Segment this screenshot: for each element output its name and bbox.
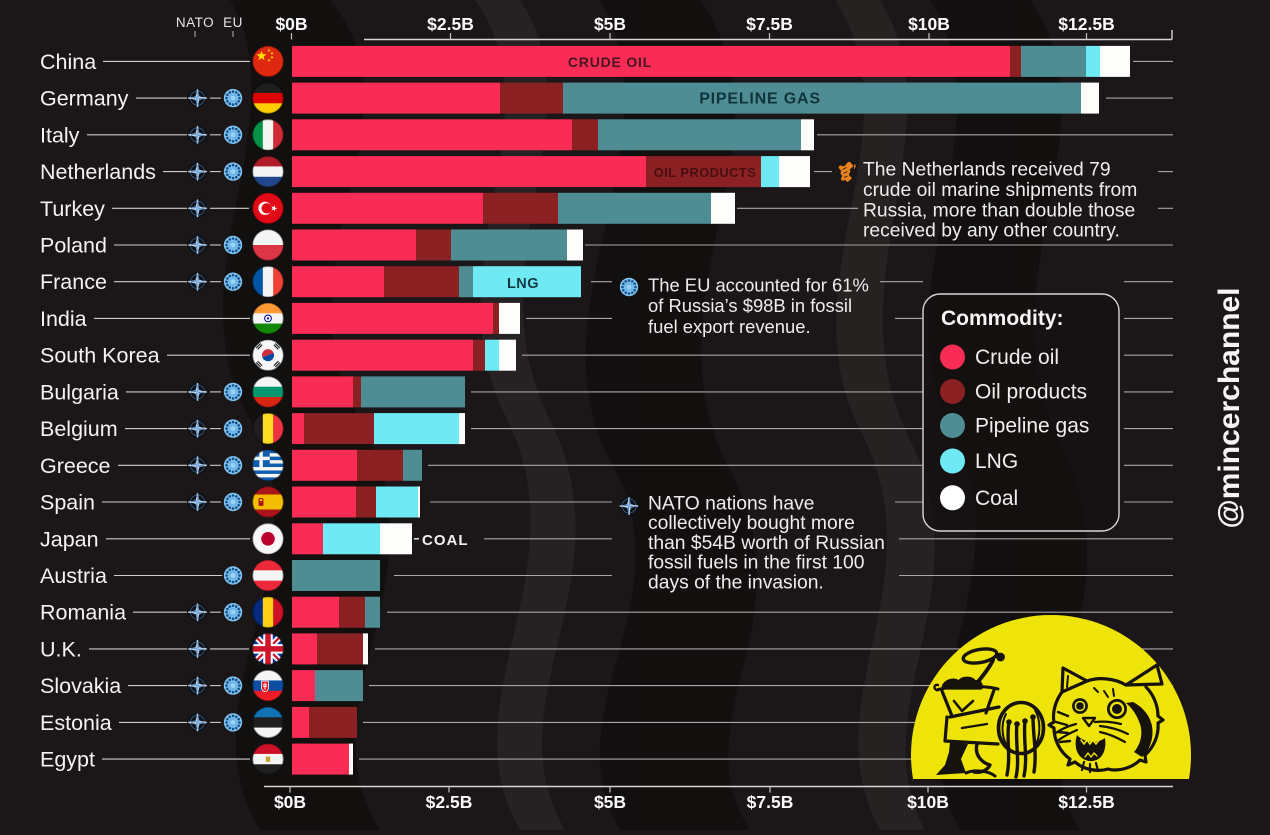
svg-text:Japan: Japan <box>40 527 99 551</box>
svg-text:Slovakia: Slovakia <box>40 674 121 698</box>
svg-text:$12.5B: $12.5B <box>1058 14 1114 34</box>
svg-text:Greece: Greece <box>40 454 111 478</box>
svg-text:The Netherlands received 79: The Netherlands received 79 <box>863 160 1111 181</box>
svg-text:Coal: Coal <box>975 487 1018 510</box>
svg-text:Romania: Romania <box>40 601 126 625</box>
svg-text:Belgium: Belgium <box>40 417 118 441</box>
svg-text:Germany: Germany <box>40 87 129 111</box>
svg-text:@mincerchannel: @mincerchannel <box>1213 288 1246 529</box>
svg-text:U.K.: U.K. <box>40 637 82 661</box>
svg-text:Poland: Poland <box>40 234 107 258</box>
svg-text:of Russia’s $98B in fossil: of Russia’s $98B in fossil <box>648 295 852 316</box>
svg-text:Bulgaria: Bulgaria <box>40 380 119 404</box>
svg-text:$5B: $5B <box>594 792 626 812</box>
svg-text:Turkey: Turkey <box>40 197 105 221</box>
svg-text:fuel export revenue.: fuel export revenue. <box>648 316 811 337</box>
svg-text:$12.5B: $12.5B <box>1058 792 1114 812</box>
svg-text:Pipeline gas: Pipeline gas <box>975 415 1089 438</box>
svg-text:Russia, more than double those: Russia, more than double those <box>863 200 1135 221</box>
svg-text:OIL PRODUCTS: OIL PRODUCTS <box>654 165 756 180</box>
svg-text:Spain: Spain <box>40 491 95 515</box>
svg-text:$0B: $0B <box>274 792 306 812</box>
svg-text:$7.5B: $7.5B <box>746 14 793 34</box>
svg-text:NATO: NATO <box>176 15 214 30</box>
svg-text:COAL: COAL <box>422 532 469 549</box>
svg-text:LNG: LNG <box>507 276 539 292</box>
svg-text:NATO nations have: NATO nations have <box>648 494 814 515</box>
svg-text:France: France <box>40 270 107 294</box>
svg-text:Commodity:: Commodity: <box>941 307 1064 330</box>
svg-text:PIPELINE GAS: PIPELINE GAS <box>699 91 821 108</box>
svg-text:$10B: $10B <box>908 14 950 34</box>
svg-text:Crude oil: Crude oil <box>975 346 1059 369</box>
svg-text:$5B: $5B <box>594 14 626 34</box>
svg-text:The EU accounted for 61%: The EU accounted for 61% <box>648 275 869 296</box>
svg-text:received by any other country.: received by any other country. <box>863 221 1120 242</box>
svg-text:EU: EU <box>223 15 243 30</box>
svg-text:$2.5B: $2.5B <box>426 792 473 812</box>
svg-text:China: China <box>40 50 96 74</box>
svg-text:South Korea: South Korea <box>40 344 160 368</box>
svg-text:fossil fuels in the first 100: fossil fuels in the first 100 <box>648 553 864 574</box>
svg-text:Italy: Italy <box>40 123 80 147</box>
svg-text:Estonia: Estonia <box>40 711 112 735</box>
svg-text:$0B: $0B <box>275 14 307 34</box>
svg-text:$2.5B: $2.5B <box>427 14 474 34</box>
svg-text:Netherlands: Netherlands <box>40 160 156 184</box>
svg-text:collectively bought more: collectively bought more <box>648 513 855 534</box>
svg-text:days of the invasion.: days of the invasion. <box>648 572 824 593</box>
svg-text:than $54B worth of Russian: than $54B worth of Russian <box>648 533 885 554</box>
svg-text:Egypt: Egypt <box>40 748 95 772</box>
svg-text:India: India <box>40 307 87 331</box>
svg-text:CRUDE OIL: CRUDE OIL <box>568 54 652 70</box>
svg-text:Oil products: Oil products <box>975 381 1087 404</box>
svg-text:$10B: $10B <box>907 792 949 812</box>
svg-text:LNG: LNG <box>975 450 1018 473</box>
svg-text:Austria: Austria <box>40 564 107 588</box>
svg-text:$7.5B: $7.5B <box>747 792 794 812</box>
svg-text:crude oil marine shipments fro: crude oil marine shipments from <box>863 180 1137 201</box>
